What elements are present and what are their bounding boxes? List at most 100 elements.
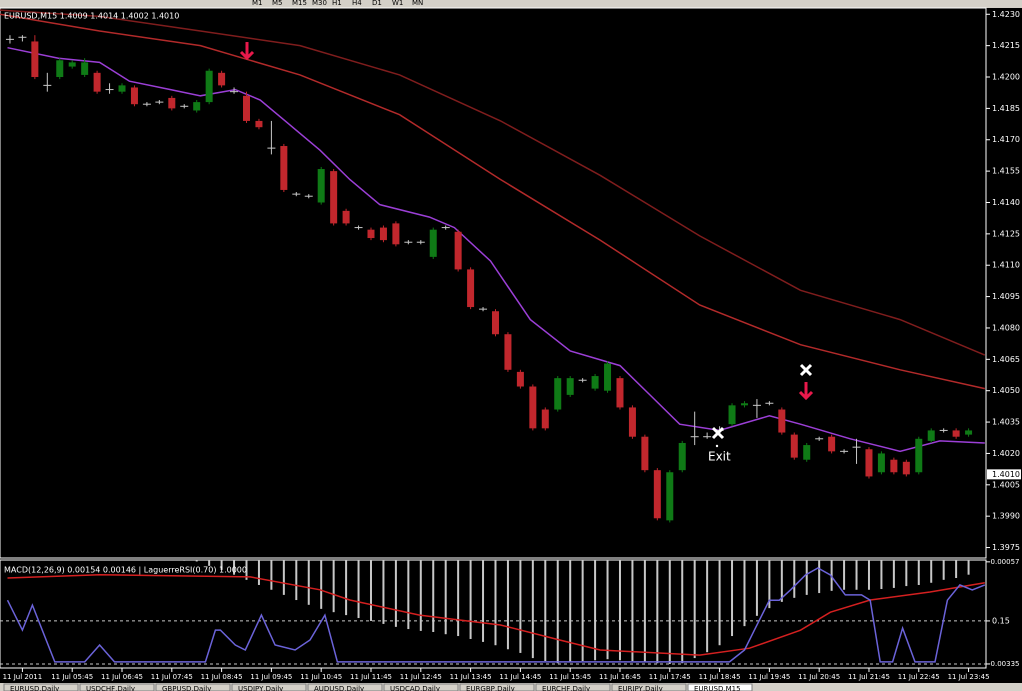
tab[interactable] — [231, 683, 307, 691]
macd-bar — [768, 560, 771, 609]
macd-bar — [320, 560, 323, 609]
candle-body — [454, 231, 462, 270]
x-tick-label: 11 Jul 21:45 — [848, 673, 890, 681]
macd-bar — [880, 560, 883, 590]
tab-label[interactable]: EURCHF,Daily — [542, 685, 590, 691]
macd-bar — [407, 560, 410, 630]
timeframe-button[interactable]: D1 — [372, 0, 382, 7]
x-tick-label: 11 Jul 16:45 — [599, 673, 641, 681]
tab-label[interactable]: EURGBP,Daily — [466, 685, 515, 691]
candle-body — [628, 407, 636, 437]
y-tick-label: 1.4140 — [992, 198, 1020, 207]
candle-body — [342, 210, 350, 224]
tab[interactable] — [687, 683, 753, 691]
macd-bar — [594, 560, 597, 661]
tab[interactable] — [307, 683, 383, 691]
tab-label[interactable]: USDJPY,Daily — [238, 685, 283, 691]
tab[interactable] — [611, 683, 687, 691]
candle-body — [952, 430, 960, 437]
indicator-chart — [0, 560, 986, 665]
tab[interactable] — [383, 683, 459, 691]
timeframe-button[interactable]: H4 — [352, 0, 362, 7]
candle-body — [491, 311, 499, 335]
moving-average — [7, 46, 985, 453]
tab[interactable] — [459, 683, 535, 691]
tab-label[interactable]: EURJPY,Daily — [618, 685, 663, 691]
main-panel-frame — [0, 7, 987, 559]
x-tick-label: 11 Jul 11:45 — [350, 673, 392, 681]
x-tick-label: 11 Jul 15:45 — [549, 673, 591, 681]
tab-label[interactable]: USDCHF,Daily — [86, 685, 135, 691]
macd-bar — [482, 560, 485, 642]
tab[interactable] — [3, 683, 79, 691]
timeframe-button[interactable]: W1 — [392, 0, 403, 7]
timeframe-button[interactable]: M1 — [252, 0, 263, 7]
candle-body — [902, 461, 910, 475]
macd-bar — [618, 560, 621, 661]
y-tick-label: 1.4230 — [992, 10, 1020, 19]
y-tick-label: 1.4095 — [992, 292, 1020, 301]
timeframe-button[interactable]: H1 — [332, 0, 342, 7]
tab[interactable] — [535, 683, 611, 691]
candle-body — [616, 378, 624, 408]
y-tick-label: 1.4035 — [992, 418, 1020, 427]
y-tick-label: 1.4005 — [992, 480, 1020, 489]
y-tick-label: 1.4185 — [992, 104, 1020, 113]
sell-arrow — [798, 382, 814, 401]
candle-body — [890, 459, 898, 473]
x-tick-label: 11 Jul 17:45 — [649, 673, 691, 681]
candle-body — [828, 436, 836, 452]
macd-bar — [506, 560, 509, 650]
candle-body — [641, 436, 649, 471]
macd-bar — [930, 560, 933, 583]
macd-bar — [780, 560, 783, 602]
macd-bar — [394, 560, 397, 627]
macd-bar — [631, 560, 634, 662]
tab[interactable] — [79, 683, 155, 691]
y-tick-label: 1.4155 — [992, 167, 1020, 176]
x-tick-label: 11 Jul 09:45 — [250, 673, 292, 681]
macd-bar — [693, 560, 696, 659]
macd-bar — [706, 560, 709, 653]
candle-body — [541, 409, 549, 429]
macd-bar — [282, 560, 285, 595]
macd-bar — [731, 560, 734, 637]
x-tick-label: 11 Jul 06:45 — [101, 673, 143, 681]
y-tick-label: -0.00335 — [988, 660, 1019, 668]
chart-title: EURUSD,M15 1.4009 1.4014 1.4002 1.4010 — [4, 12, 179, 21]
tab-label[interactable]: USDCAD,Daily — [390, 685, 440, 691]
macd-bar — [357, 560, 360, 619]
y-tick-label: 1.4110 — [992, 261, 1020, 270]
timeframe-button[interactable]: MN — [412, 0, 423, 7]
tab-label[interactable]: EURUSD,M15 — [694, 685, 741, 691]
timeframe-button[interactable]: M15 — [292, 0, 307, 7]
exit-cross — [711, 426, 725, 440]
macd-bar — [718, 560, 721, 646]
macd-bar — [967, 560, 970, 575]
candle-body — [255, 120, 263, 128]
candle-body — [68, 62, 76, 67]
macd-bar — [892, 560, 895, 588]
timeframe-button[interactable]: M5 — [272, 0, 283, 7]
exit-cross — [799, 363, 813, 377]
tab[interactable] — [155, 683, 231, 691]
tab-label[interactable]: EURUSD,Daily — [10, 685, 59, 691]
x-tick-label: 11 Jul 22:45 — [898, 673, 940, 681]
x-tick-label: 11 Jul 13:45 — [450, 673, 492, 681]
tab-label[interactable]: GBPUSD,Daily — [162, 685, 211, 691]
macd-bar — [955, 560, 958, 578]
y-tick-label: 1.4215 — [992, 41, 1020, 50]
tab-label[interactable]: AUDUSD,Daily — [314, 685, 364, 691]
macd-bar — [183, 560, 186, 561]
y-tick-label: 1.3990 — [992, 512, 1020, 521]
macd-bar — [457, 560, 460, 637]
macd-bar — [581, 560, 584, 662]
indicator-panel-frame — [0, 559, 987, 669]
timeframe-button[interactable]: M30 — [312, 0, 327, 7]
macd-bar — [681, 560, 684, 664]
y2-tick-label: 0.15 — [992, 616, 1010, 625]
candle-body — [678, 442, 686, 471]
x-tick-label: 11 Jul 07:45 — [151, 673, 193, 681]
candle-body — [591, 376, 599, 389]
